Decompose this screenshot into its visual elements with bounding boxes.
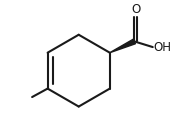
Text: OH: OH	[154, 41, 172, 54]
Polygon shape	[110, 39, 135, 53]
Text: O: O	[131, 3, 140, 16]
